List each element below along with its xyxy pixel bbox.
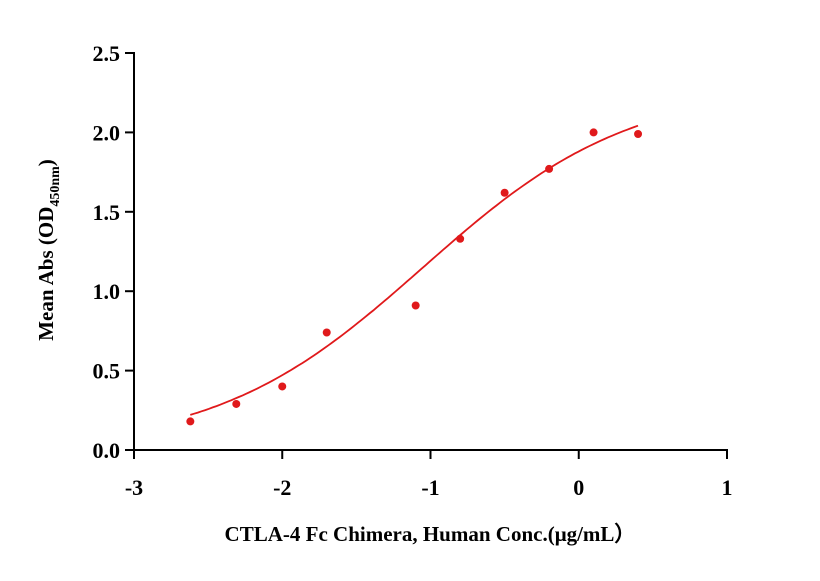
y-tick-label: 0.0 [93,438,121,463]
x-tick-label: -3 [125,475,143,500]
x-tick-label: 0 [573,475,584,500]
data-point [186,417,195,426]
fit-curve [190,124,639,416]
y-tick-label: 0.5 [93,359,121,384]
data-point [232,399,241,408]
y-axis-label: Mean Abs (OD450nm) [34,159,63,341]
x-tick-label: 1 [722,475,733,500]
data-point [500,188,509,197]
y-tick-label: 1.5 [93,200,121,225]
data-point [545,164,554,173]
data-point [456,234,465,243]
y-tick-label: 2.0 [93,120,121,145]
x-tick-label: -1 [421,475,439,500]
data-point [322,328,331,337]
data-point [278,382,287,391]
y-tick-label: 2.5 [93,41,121,66]
x-tick-label: -2 [273,475,291,500]
x-axis-label: CTLA-4 Fc Chimera, Human Conc.(μg/mL） [225,522,636,546]
data-point [589,128,598,137]
data-point [411,301,420,310]
y-tick-label: 1.0 [93,279,121,304]
data-point [634,129,643,138]
